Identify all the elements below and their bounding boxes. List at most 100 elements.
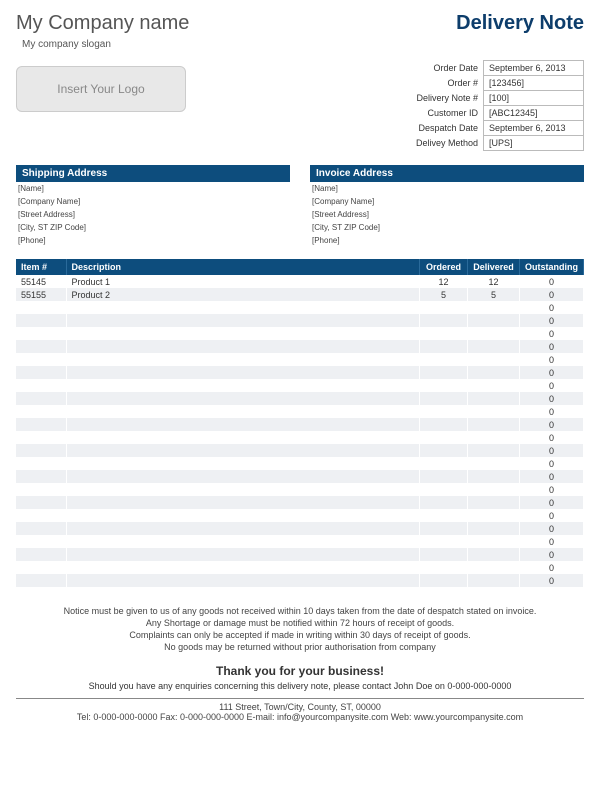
cell-desc bbox=[66, 457, 420, 470]
thank-you-text: Thank you for your business! bbox=[16, 664, 584, 678]
cell-outstanding: 0 bbox=[520, 288, 584, 301]
cell-ordered bbox=[420, 535, 468, 548]
cell-outstanding: 0 bbox=[520, 522, 584, 535]
cell-ordered bbox=[420, 561, 468, 574]
cell-ordered bbox=[420, 327, 468, 340]
cell-item bbox=[16, 470, 66, 483]
shipping-address-block: Shipping Address [Name] [Company Name] [… bbox=[16, 165, 290, 247]
cell-item bbox=[16, 314, 66, 327]
cell-ordered bbox=[420, 574, 468, 587]
cell-item bbox=[16, 457, 66, 470]
meta-value-order-date: September 6, 2013 bbox=[484, 61, 584, 76]
enquiry-text: Should you have any enquiries concerning… bbox=[16, 681, 584, 695]
cell-desc bbox=[66, 574, 420, 587]
cell-item bbox=[16, 574, 66, 587]
cell-item bbox=[16, 327, 66, 340]
table-row: 0 bbox=[16, 496, 584, 509]
cell-item bbox=[16, 483, 66, 496]
cell-outstanding: 0 bbox=[520, 418, 584, 431]
logo-placeholder-text: Insert Your Logo bbox=[57, 82, 144, 96]
notice-line: Complaints can only be accepted if made … bbox=[16, 629, 584, 641]
invoice-address-header: Invoice Address bbox=[310, 165, 584, 182]
footer-contact: Tel: 0-000-000-0000 Fax: 0-000-000-0000 … bbox=[16, 712, 584, 722]
cell-desc bbox=[66, 509, 420, 522]
cell-desc: Product 1 bbox=[66, 275, 420, 288]
cell-item bbox=[16, 509, 66, 522]
col-header-description: Description bbox=[66, 259, 420, 275]
table-row: 0 bbox=[16, 392, 584, 405]
document-title: Delivery Note bbox=[456, 12, 584, 35]
meta-label-order-date: Order Date bbox=[411, 61, 484, 76]
cell-desc: Product 2 bbox=[66, 288, 420, 301]
cell-outstanding: 0 bbox=[520, 379, 584, 392]
logo-placeholder[interactable]: Insert Your Logo bbox=[16, 66, 186, 112]
cell-ordered bbox=[420, 522, 468, 535]
cell-desc bbox=[66, 392, 420, 405]
table-row: 0 bbox=[16, 483, 584, 496]
cell-outstanding: 0 bbox=[520, 392, 584, 405]
cell-desc bbox=[66, 548, 420, 561]
cell-outstanding: 0 bbox=[520, 275, 584, 288]
cell-item: 55145 bbox=[16, 275, 66, 288]
cell-outstanding: 0 bbox=[520, 509, 584, 522]
invoice-line: [City, ST ZIP Code] bbox=[310, 221, 584, 234]
cell-desc bbox=[66, 522, 420, 535]
cell-delivered bbox=[468, 301, 520, 314]
cell-item bbox=[16, 418, 66, 431]
meta-value-despatch-date: September 6, 2013 bbox=[484, 121, 584, 136]
meta-label-despatch-date: Despatch Date bbox=[411, 121, 484, 136]
cell-delivered bbox=[468, 379, 520, 392]
cell-item bbox=[16, 522, 66, 535]
cell-ordered bbox=[420, 314, 468, 327]
table-row: 0 bbox=[16, 379, 584, 392]
table-row: 0 bbox=[16, 561, 584, 574]
cell-ordered bbox=[420, 340, 468, 353]
table-row: 0 bbox=[16, 405, 584, 418]
cell-delivered bbox=[468, 444, 520, 457]
cell-item bbox=[16, 353, 66, 366]
cell-outstanding: 0 bbox=[520, 457, 584, 470]
cell-desc bbox=[66, 405, 420, 418]
meta-label-delivery-note-no: Delivery Note # bbox=[411, 91, 484, 106]
invoice-line: [Street Address] bbox=[310, 208, 584, 221]
cell-outstanding: 0 bbox=[520, 483, 584, 496]
invoice-line: [Phone] bbox=[310, 234, 584, 247]
cell-ordered bbox=[420, 457, 468, 470]
cell-ordered: 12 bbox=[420, 275, 468, 288]
cell-desc bbox=[66, 366, 420, 379]
table-row: 0 bbox=[16, 431, 584, 444]
cell-ordered bbox=[420, 353, 468, 366]
notice-block: Notice must be given to us of any goods … bbox=[16, 605, 584, 654]
items-table: Item # Description Ordered Delivered Out… bbox=[16, 259, 584, 587]
cell-outstanding: 0 bbox=[520, 470, 584, 483]
cell-delivered bbox=[468, 470, 520, 483]
cell-delivered bbox=[468, 418, 520, 431]
table-row: 0 bbox=[16, 509, 584, 522]
cell-item bbox=[16, 392, 66, 405]
cell-desc bbox=[66, 496, 420, 509]
table-row: 0 bbox=[16, 444, 584, 457]
invoice-address-block: Invoice Address [Name] [Company Name] [S… bbox=[310, 165, 584, 247]
table-row: 0 bbox=[16, 522, 584, 535]
shipping-line: [City, ST ZIP Code] bbox=[16, 221, 290, 234]
cell-outstanding: 0 bbox=[520, 444, 584, 457]
cell-outstanding: 0 bbox=[520, 366, 584, 379]
meta-value-delivery-method: [UPS] bbox=[484, 136, 584, 151]
shipping-address-header: Shipping Address bbox=[16, 165, 290, 182]
cell-delivered bbox=[468, 340, 520, 353]
col-header-ordered: Ordered bbox=[420, 259, 468, 275]
cell-delivered: 5 bbox=[468, 288, 520, 301]
meta-value-customer-id: [ABC12345] bbox=[484, 106, 584, 121]
cell-outstanding: 0 bbox=[520, 561, 584, 574]
cell-desc bbox=[66, 444, 420, 457]
cell-ordered bbox=[420, 418, 468, 431]
cell-outstanding: 0 bbox=[520, 327, 584, 340]
cell-ordered bbox=[420, 379, 468, 392]
cell-item bbox=[16, 405, 66, 418]
table-row: 0 bbox=[16, 548, 584, 561]
cell-desc bbox=[66, 327, 420, 340]
cell-desc bbox=[66, 431, 420, 444]
company-name: My Company name bbox=[16, 12, 189, 35]
cell-ordered bbox=[420, 509, 468, 522]
cell-item bbox=[16, 548, 66, 561]
